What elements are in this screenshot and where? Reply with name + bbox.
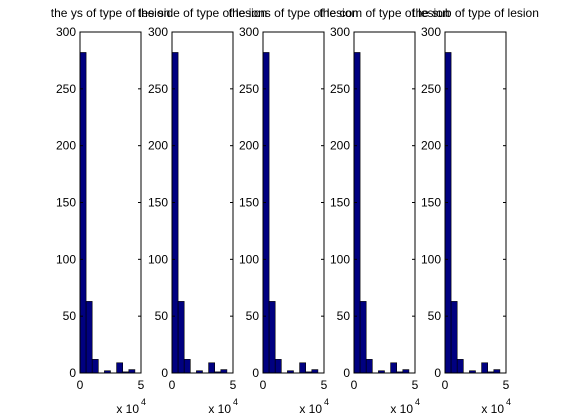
y-tick-label: 0 [161, 366, 168, 380]
x-tick-label: 5 [230, 378, 237, 392]
histogram-bar [390, 362, 398, 374]
y-tick-label: 250 [239, 82, 259, 96]
histogram-bar [450, 301, 458, 374]
x-exponent-label: x 10 [208, 402, 231, 416]
histogram-bar [262, 52, 270, 374]
x-tick-label: 0 [351, 378, 358, 392]
x-tick-label: 0 [169, 378, 176, 392]
x-exponent-power: 4 [324, 397, 329, 407]
x-exponent-power: 4 [233, 397, 238, 407]
x-tick-label: 0 [260, 378, 267, 392]
y-tick-label: 300 [239, 25, 259, 39]
histogram-bar [444, 52, 452, 374]
y-tick-label: 150 [56, 196, 76, 210]
histogram-bar [353, 52, 361, 374]
y-tick-label: 250 [330, 82, 350, 96]
y-tick-label: 100 [56, 252, 76, 266]
histogram-bar [311, 369, 319, 374]
y-tick-label: 50 [155, 309, 169, 323]
y-tick-label: 300 [148, 25, 168, 39]
histogram-bar [171, 52, 179, 374]
y-tick-label: 50 [337, 309, 351, 323]
panel-title: the com of type of lesion [319, 6, 449, 20]
y-tick-label: 300 [330, 25, 350, 39]
y-tick-label: 50 [63, 309, 77, 323]
y-tick-label: 200 [421, 139, 441, 153]
histogram-bar [79, 52, 87, 374]
y-tick-label: 250 [421, 82, 441, 96]
x-exponent-power: 4 [506, 397, 511, 407]
y-tick-label: 100 [239, 252, 259, 266]
y-tick-label: 200 [330, 139, 350, 153]
y-tick-label: 0 [69, 366, 76, 380]
y-tick-label: 100 [148, 252, 168, 266]
x-tick-label: 0 [77, 378, 84, 392]
x-exponent-label: x 10 [116, 402, 139, 416]
histogram-bar [268, 301, 276, 374]
panel-title: the ions of type of lesion [229, 6, 358, 20]
y-tick-label: 150 [239, 196, 259, 210]
y-tick-label: 250 [56, 82, 76, 96]
y-tick-label: 150 [421, 196, 441, 210]
histogram-bar [177, 301, 185, 374]
histogram-bar [183, 359, 191, 374]
y-tick-label: 0 [343, 366, 350, 380]
y-tick-label: 200 [56, 139, 76, 153]
y-tick-label: 200 [148, 139, 168, 153]
y-tick-label: 150 [330, 196, 350, 210]
histogram-panel-1: 0 50 100 150 200 250 300 0 5 x 10 4 the ys of type … [51, 6, 170, 416]
x-tick-label: 5 [321, 378, 328, 392]
x-tick-label: 5 [503, 378, 510, 392]
y-tick-label: 0 [434, 366, 441, 380]
x-exponent-label: x 10 [390, 402, 413, 416]
x-tick-label: 5 [412, 378, 419, 392]
histogram-bar [91, 359, 99, 374]
x-tick-label: 0 [442, 378, 449, 392]
y-tick-label: 0 [252, 366, 259, 380]
histogram-bar [456, 359, 464, 374]
x-tick-label: 5 [138, 378, 145, 392]
histogram-bar [365, 359, 373, 374]
y-tick-label: 300 [421, 25, 441, 39]
y-tick-label: 200 [239, 139, 259, 153]
histogram-bar [274, 359, 282, 374]
panel-title: the sub of type of lesion [412, 6, 539, 20]
panel-title: the ys of type of lesion [51, 6, 170, 20]
y-tick-label: 150 [148, 196, 168, 210]
x-exponent-label: x 10 [299, 402, 322, 416]
panel-title: the side of type of lesion [138, 6, 267, 20]
histogram-bar [402, 369, 410, 374]
histogram-bar [299, 362, 307, 374]
y-tick-label: 250 [148, 82, 168, 96]
x-exponent-label: x 10 [481, 402, 504, 416]
x-exponent-power: 4 [415, 397, 420, 407]
histogram-bar [128, 369, 136, 374]
histogram-bar [116, 362, 123, 374]
x-exponent-power: 4 [141, 397, 146, 407]
y-tick-label: 50 [428, 309, 442, 323]
histogram-bar [85, 301, 93, 374]
y-tick-label: 100 [330, 252, 350, 266]
y-tick-label: 50 [246, 309, 260, 323]
histogram-bar [220, 369, 228, 374]
histogram-bar [481, 362, 489, 374]
histogram-bar [493, 369, 501, 374]
histogram-bar [208, 362, 216, 374]
y-tick-label: 100 [421, 252, 441, 266]
histogram-bar [359, 301, 367, 374]
y-tick-label: 300 [56, 25, 76, 39]
